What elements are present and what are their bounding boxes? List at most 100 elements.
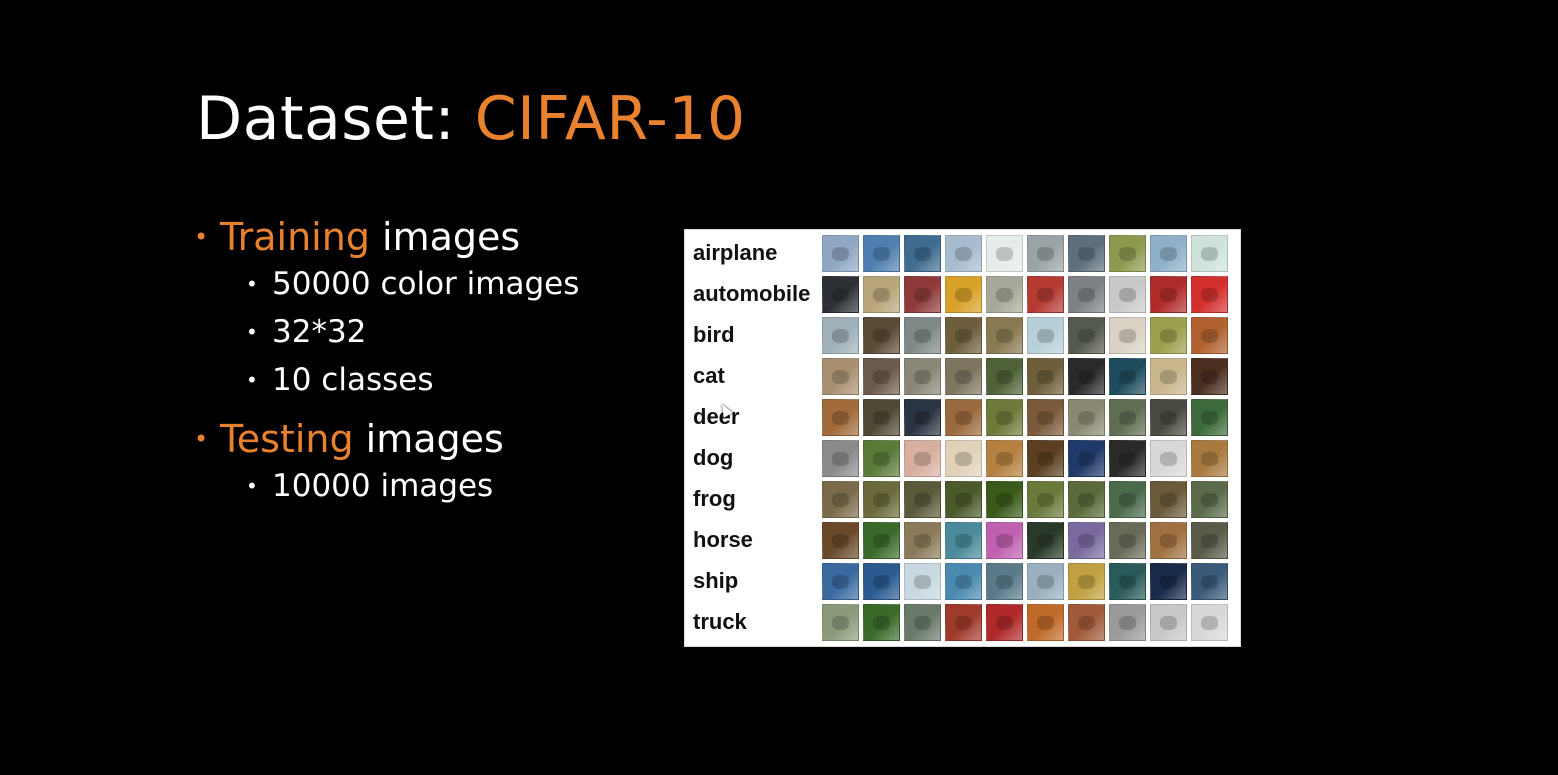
sample-image-deer (1027, 399, 1064, 436)
class-label: cat (693, 363, 725, 388)
sample-image-bird (1191, 317, 1228, 354)
bullet-dot-icon: • (246, 272, 258, 296)
sample-image-deer (1109, 399, 1146, 436)
class-label: bird (693, 322, 735, 347)
sample-image-automobile (1027, 276, 1064, 313)
sub-bullet-training-size: • 32*32 (194, 308, 654, 356)
sample-image-frog (1109, 481, 1146, 518)
sub-bullet-testing-count: • 10000 images (194, 462, 654, 510)
sample-image-airplane (904, 235, 941, 272)
sample-image-truck (1068, 604, 1105, 641)
sample-image-bird (1150, 317, 1187, 354)
sample-image-dog (863, 440, 900, 477)
sample-image-truck (863, 604, 900, 641)
class-label: ship (693, 568, 739, 593)
sample-image-dog (904, 440, 941, 477)
sample-image-dog (1191, 440, 1228, 477)
sample-image-automobile (1068, 276, 1105, 313)
sample-image-dog (1109, 440, 1146, 477)
grid-row-frog: frog (685, 478, 1242, 519)
sample-image-deer (1068, 399, 1105, 436)
bullet-dot-icon: • (246, 474, 258, 498)
grid-row-ship: ship (685, 560, 1242, 601)
sample-image-frog (945, 481, 982, 518)
sample-image-ship (1109, 563, 1146, 600)
sample-image-bird (1068, 317, 1105, 354)
sample-image-ship (1027, 563, 1064, 600)
sample-image-deer (1150, 399, 1187, 436)
bullet-testing: • Testing images (194, 416, 654, 462)
sample-image-horse (1027, 522, 1064, 559)
sample-image-automobile (945, 276, 982, 313)
sample-image-truck (986, 604, 1023, 641)
sample-image-bird (904, 317, 941, 354)
sample-image-ship (1191, 563, 1228, 600)
sample-image-airplane (1191, 235, 1228, 272)
sample-image-automobile (1191, 276, 1228, 313)
sample-image-frog (822, 481, 859, 518)
sample-image-horse (863, 522, 900, 559)
sample-image-automobile (1109, 276, 1146, 313)
sample-image-frog (863, 481, 900, 518)
sample-image-bird (863, 317, 900, 354)
sample-image-horse (1068, 522, 1105, 559)
sample-image-deer (863, 399, 900, 436)
sub-bullet-text: 10000 images (272, 468, 494, 504)
sample-image-cat (1109, 358, 1146, 395)
sample-image-bird (1109, 317, 1146, 354)
sub-bullet-text: 32*32 (272, 314, 367, 350)
bullet-training: • Training images (194, 214, 654, 260)
class-label: automobile (693, 281, 811, 306)
bullet-dot-icon: • (246, 368, 258, 392)
sample-image-truck (904, 604, 941, 641)
sample-image-horse (822, 522, 859, 559)
sample-image-ship (945, 563, 982, 600)
sample-image-automobile (1150, 276, 1187, 313)
class-label: truck (693, 609, 747, 634)
sub-bullet-text: 50000 color images (272, 266, 580, 302)
grid-row-deer: deer (685, 396, 1242, 437)
sub-bullet-training-count: • 50000 color images (194, 260, 654, 308)
sample-image-ship (863, 563, 900, 600)
sample-image-automobile (904, 276, 941, 313)
grid-row-truck: truck (685, 601, 1242, 642)
sample-image-frog (986, 481, 1023, 518)
sample-image-horse (1150, 522, 1187, 559)
sample-image-automobile (986, 276, 1023, 313)
sample-image-bird (822, 317, 859, 354)
sample-image-horse (986, 522, 1023, 559)
sample-image-dog (1068, 440, 1105, 477)
sample-image-ship (1150, 563, 1187, 600)
title-prefix: Dataset: (196, 84, 475, 154)
sample-image-cat (1068, 358, 1105, 395)
sample-image-frog (904, 481, 941, 518)
sample-image-dog (986, 440, 1023, 477)
sample-image-horse (1109, 522, 1146, 559)
sample-image-dog (945, 440, 982, 477)
class-label: airplane (693, 240, 778, 265)
sample-image-frog (1027, 481, 1064, 518)
sample-image-ship (986, 563, 1023, 600)
class-label: frog (693, 486, 736, 511)
sample-image-truck (1027, 604, 1064, 641)
slide-title: Dataset: CIFAR-10 (196, 84, 746, 154)
sample-image-frog (1150, 481, 1187, 518)
sample-image-cat (986, 358, 1023, 395)
sample-image-frog (1191, 481, 1228, 518)
grid-row-bird: bird (685, 314, 1242, 355)
sample-image-deer (945, 399, 982, 436)
sample-image-cat (1027, 358, 1064, 395)
sample-image-airplane (1150, 235, 1187, 272)
grid-row-automobile: automobile (685, 273, 1242, 314)
bullet-list: • Training images • 50000 color images •… (194, 214, 654, 510)
sample-image-bird (986, 317, 1023, 354)
title-highlight: CIFAR-10 (474, 84, 746, 154)
grid-row-cat: cat (685, 355, 1242, 396)
bullet-dot-icon: • (194, 223, 209, 251)
bullet-dot-icon: • (194, 425, 209, 453)
sample-image-deer (1191, 399, 1228, 436)
sample-image-ship (904, 563, 941, 600)
sample-image-airplane (822, 235, 859, 272)
grid-row-horse: horse (685, 519, 1242, 560)
sample-image-ship (1068, 563, 1105, 600)
